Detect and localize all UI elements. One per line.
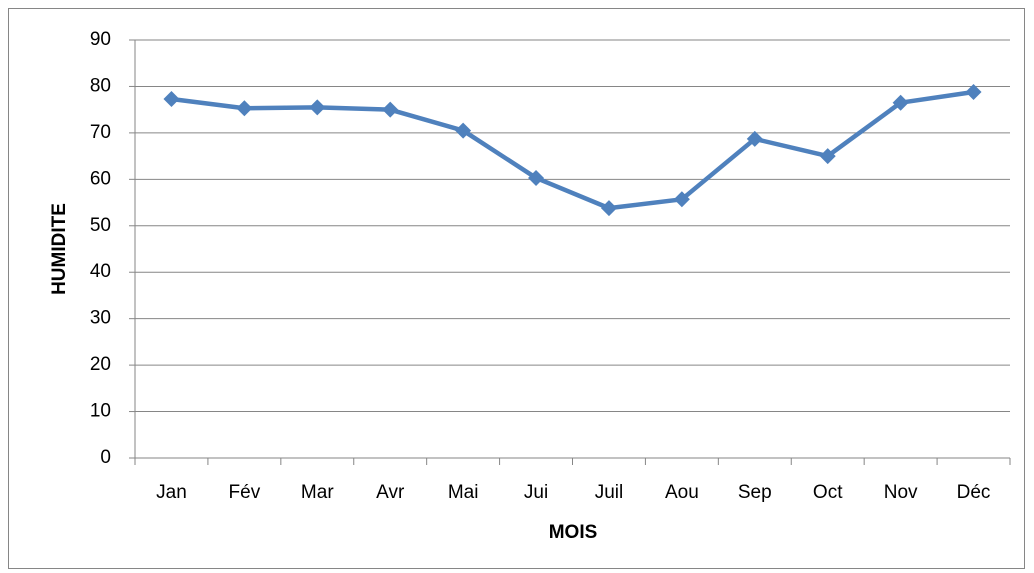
y-tick-label: 30	[90, 308, 111, 329]
x-tick-label: Mar	[301, 482, 334, 503]
marker	[528, 169, 545, 186]
marker	[236, 100, 253, 117]
x-axis-title: MOIS	[549, 522, 598, 543]
line	[171, 89, 974, 211]
x-tick-label: Déc	[957, 482, 991, 503]
marker	[819, 148, 836, 165]
x-tick-label: Fév	[229, 482, 261, 503]
marker	[673, 191, 690, 208]
y-tick-label: 40	[90, 261, 111, 282]
y-tick-label: 50	[90, 215, 111, 236]
marker	[892, 94, 909, 111]
marker	[746, 130, 763, 147]
marker	[163, 90, 180, 107]
y-tick-label: 90	[90, 29, 111, 50]
x-tick-label: Avr	[376, 482, 405, 503]
x-tick-label: Oct	[813, 482, 843, 503]
marker	[965, 84, 982, 101]
x-tick-label: Juil	[595, 482, 624, 503]
marker	[382, 101, 399, 118]
marker	[309, 99, 326, 116]
x-tick-label: Sep	[738, 482, 772, 503]
marker	[455, 122, 472, 139]
y-tick-label: 0	[100, 447, 111, 468]
y-tick-label: 20	[90, 354, 111, 375]
y-tick-label: 10	[90, 401, 111, 422]
x-tick-label: Jui	[524, 482, 548, 503]
x-tick-label: Nov	[884, 482, 918, 503]
y-tick-label: 60	[90, 168, 111, 189]
y-tick-label: 70	[90, 122, 111, 143]
y-tick-label: 80	[90, 75, 111, 96]
x-tick-label: Aou	[665, 482, 699, 503]
marker	[600, 200, 617, 217]
y-axis-title: HUMIDITE	[49, 203, 70, 295]
x-tick-label: Jan	[156, 482, 187, 503]
x-tick-label: Mai	[448, 482, 479, 503]
